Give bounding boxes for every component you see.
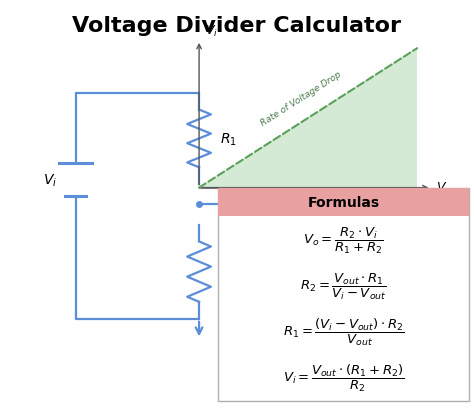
Text: $V_o = \dfrac{R_2 \cdot V_i}{R_1 + R_2}$: $V_o = \dfrac{R_2 \cdot V_i}{R_1 + R_2}$ bbox=[303, 225, 384, 255]
Text: $V_i = \dfrac{V_{out} \cdot (R_1 + R_2)}{R_2}$: $V_i = \dfrac{V_{out} \cdot (R_1 + R_2)}… bbox=[283, 362, 404, 393]
Bar bbox=[218, 188, 469, 217]
Text: $R_2 = \dfrac{V_{out} \cdot R_1}{V_i - V_{out}}$: $R_2 = \dfrac{V_{out} \cdot R_1}{V_i - V… bbox=[301, 271, 387, 301]
Text: $V_o$: $V_o$ bbox=[244, 196, 261, 213]
Text: Voltage Divider Calculator: Voltage Divider Calculator bbox=[73, 16, 401, 36]
Text: $V_i$: $V_i$ bbox=[43, 172, 57, 188]
Text: $V_i$: $V_i$ bbox=[205, 24, 218, 39]
Text: $R_1 = \dfrac{(V_i - V_{out}) \cdot R_2}{V_{out}}$: $R_1 = \dfrac{(V_i - V_{out}) \cdot R_2}… bbox=[283, 316, 404, 347]
Text: $R_2$: $R_2$ bbox=[220, 264, 237, 280]
Text: Rate of Voltage Drop: Rate of Voltage Drop bbox=[259, 70, 343, 128]
Bar bbox=[218, 188, 469, 401]
Polygon shape bbox=[199, 49, 417, 188]
Text: Formulas: Formulas bbox=[308, 196, 380, 209]
Text: $R_1$: $R_1$ bbox=[220, 131, 237, 147]
Text: $V_o$: $V_o$ bbox=[436, 181, 452, 196]
